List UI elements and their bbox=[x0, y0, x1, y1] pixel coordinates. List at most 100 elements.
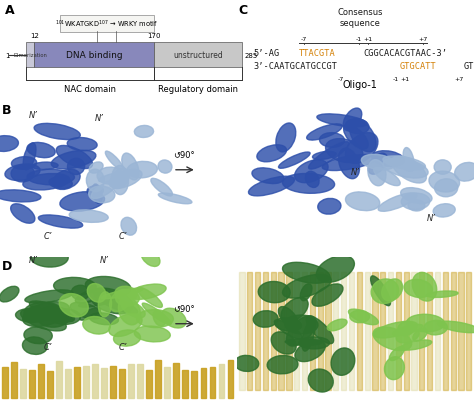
Ellipse shape bbox=[373, 327, 411, 351]
Ellipse shape bbox=[346, 133, 378, 164]
Ellipse shape bbox=[275, 318, 301, 331]
Text: 5’-AG: 5’-AG bbox=[254, 49, 280, 58]
Ellipse shape bbox=[90, 288, 133, 314]
Ellipse shape bbox=[32, 163, 58, 170]
Ellipse shape bbox=[122, 154, 139, 180]
Ellipse shape bbox=[59, 294, 88, 317]
Ellipse shape bbox=[267, 355, 298, 374]
Ellipse shape bbox=[378, 193, 417, 212]
Ellipse shape bbox=[429, 172, 460, 193]
Ellipse shape bbox=[37, 307, 70, 328]
Ellipse shape bbox=[158, 193, 192, 204]
Ellipse shape bbox=[38, 216, 82, 229]
Bar bbox=[210, 367, 215, 398]
Ellipse shape bbox=[392, 325, 423, 335]
Ellipse shape bbox=[51, 151, 96, 169]
Bar bbox=[137, 364, 143, 398]
Ellipse shape bbox=[326, 139, 363, 163]
Ellipse shape bbox=[101, 288, 143, 299]
Ellipse shape bbox=[109, 170, 142, 189]
Ellipse shape bbox=[286, 316, 316, 346]
Bar bbox=[255, 272, 260, 390]
Ellipse shape bbox=[109, 314, 142, 337]
Ellipse shape bbox=[29, 301, 74, 322]
Text: DNA binding: DNA binding bbox=[66, 51, 123, 60]
Text: NAC domain: NAC domain bbox=[64, 85, 116, 94]
Text: C’: C’ bbox=[43, 342, 52, 351]
Text: +7: +7 bbox=[455, 77, 464, 82]
Bar bbox=[201, 368, 206, 398]
Ellipse shape bbox=[67, 159, 85, 175]
Ellipse shape bbox=[318, 199, 341, 215]
Ellipse shape bbox=[408, 200, 425, 211]
Ellipse shape bbox=[279, 153, 310, 169]
Text: +1: +1 bbox=[363, 37, 373, 42]
Bar bbox=[20, 369, 26, 398]
Bar bbox=[419, 272, 425, 390]
Bar bbox=[443, 272, 448, 390]
Text: B: B bbox=[2, 104, 12, 117]
Bar bbox=[450, 272, 456, 390]
Ellipse shape bbox=[401, 193, 430, 210]
Ellipse shape bbox=[111, 166, 128, 195]
Bar bbox=[310, 272, 315, 390]
Ellipse shape bbox=[402, 159, 415, 171]
Ellipse shape bbox=[97, 168, 123, 184]
Ellipse shape bbox=[306, 316, 334, 344]
Ellipse shape bbox=[23, 144, 36, 171]
Bar bbox=[341, 272, 346, 390]
Ellipse shape bbox=[75, 288, 107, 303]
Ellipse shape bbox=[295, 160, 328, 183]
Text: 1: 1 bbox=[5, 52, 9, 58]
Ellipse shape bbox=[142, 303, 171, 325]
Ellipse shape bbox=[111, 169, 129, 189]
Ellipse shape bbox=[121, 218, 137, 236]
Bar bbox=[294, 272, 300, 390]
Ellipse shape bbox=[85, 277, 131, 297]
Text: Consensus
sequence: Consensus sequence bbox=[337, 8, 383, 27]
Ellipse shape bbox=[404, 280, 432, 298]
Bar bbox=[47, 371, 53, 398]
Ellipse shape bbox=[118, 297, 140, 325]
Ellipse shape bbox=[141, 249, 160, 267]
Ellipse shape bbox=[151, 179, 173, 196]
Ellipse shape bbox=[25, 290, 73, 303]
Text: +7: +7 bbox=[418, 37, 428, 42]
Bar bbox=[74, 367, 81, 398]
Bar bbox=[11, 362, 17, 398]
Bar bbox=[119, 369, 125, 398]
Bar bbox=[380, 272, 385, 390]
Text: N’: N’ bbox=[29, 255, 37, 264]
Ellipse shape bbox=[302, 321, 315, 351]
Ellipse shape bbox=[23, 306, 41, 322]
Ellipse shape bbox=[317, 115, 367, 128]
Text: CGGCACACGTAAC-3’: CGGCACACGTAAC-3’ bbox=[363, 49, 447, 58]
Ellipse shape bbox=[98, 292, 111, 317]
Bar bbox=[318, 272, 323, 390]
Bar bbox=[164, 367, 170, 398]
Ellipse shape bbox=[79, 299, 112, 308]
Bar bbox=[38, 364, 44, 398]
Ellipse shape bbox=[53, 170, 80, 190]
Ellipse shape bbox=[372, 151, 404, 167]
Ellipse shape bbox=[16, 309, 47, 323]
Bar bbox=[458, 272, 464, 390]
Ellipse shape bbox=[87, 186, 103, 196]
Text: N’: N’ bbox=[351, 168, 360, 177]
Text: ↺90°: ↺90° bbox=[173, 151, 194, 160]
Ellipse shape bbox=[283, 263, 330, 283]
Ellipse shape bbox=[344, 126, 368, 150]
Ellipse shape bbox=[309, 142, 349, 170]
Text: 285: 285 bbox=[244, 52, 257, 58]
Ellipse shape bbox=[401, 188, 432, 204]
Bar bbox=[92, 364, 99, 398]
FancyBboxPatch shape bbox=[155, 43, 242, 68]
Ellipse shape bbox=[285, 315, 318, 334]
Ellipse shape bbox=[424, 321, 447, 335]
Ellipse shape bbox=[34, 124, 80, 140]
Ellipse shape bbox=[383, 159, 428, 179]
Text: C: C bbox=[238, 4, 247, 17]
Text: 170: 170 bbox=[148, 33, 161, 39]
Ellipse shape bbox=[89, 187, 115, 203]
Bar bbox=[191, 371, 197, 398]
